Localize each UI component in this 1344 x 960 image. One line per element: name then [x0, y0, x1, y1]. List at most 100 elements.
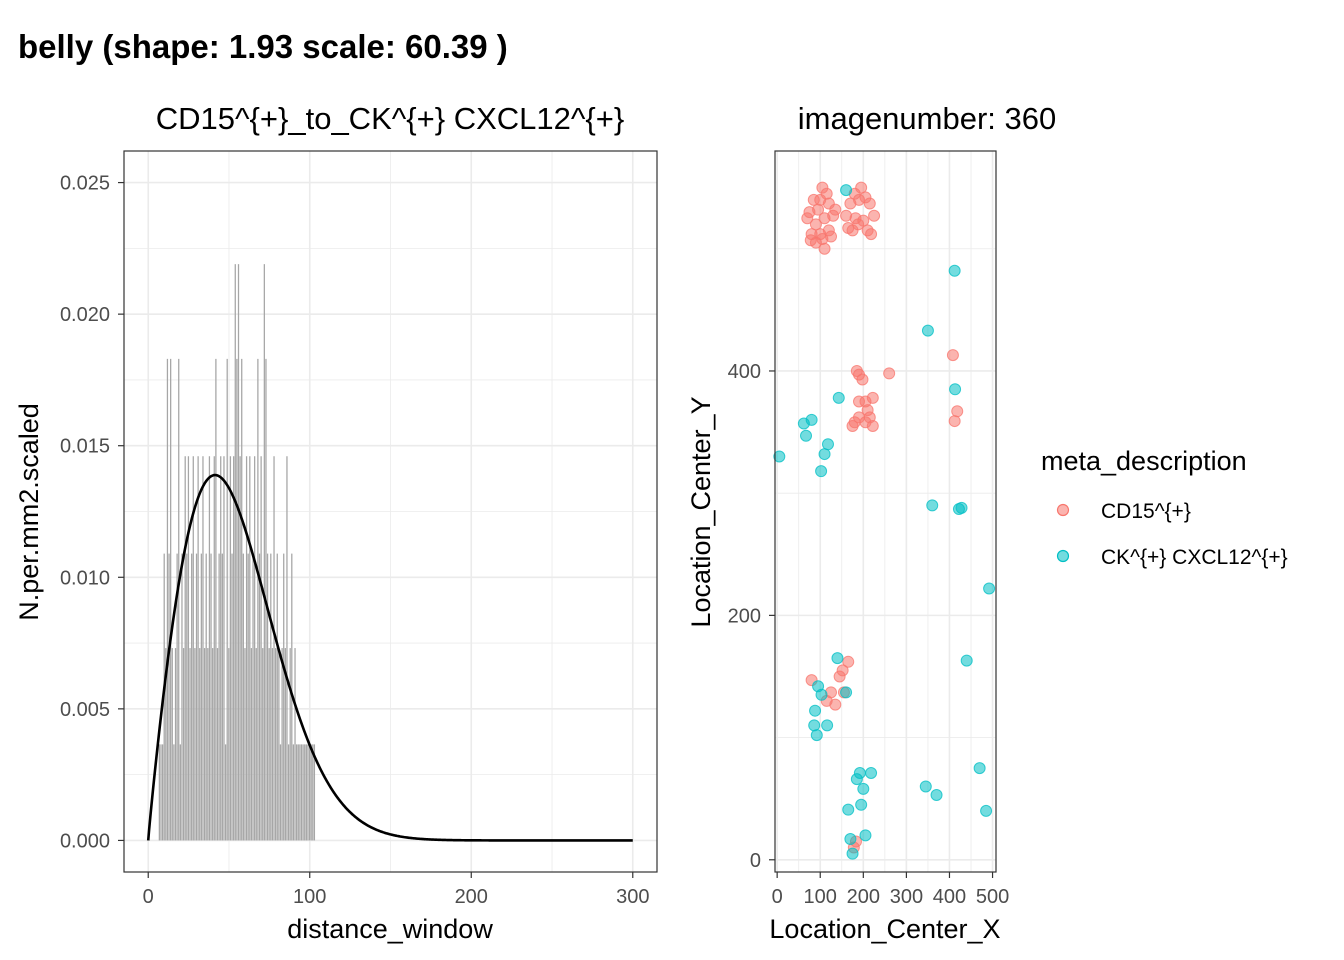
- y-tick-label: 0.025: [60, 173, 110, 195]
- cd15-point: [866, 391, 879, 404]
- histogram-bar: [239, 456, 241, 841]
- histogram-bar: [186, 553, 188, 841]
- ck-cxcl12-point: [980, 804, 993, 817]
- ck-cxcl12-point: [952, 503, 965, 516]
- histogram-bar: [276, 553, 278, 841]
- histogram-bar: [270, 553, 272, 841]
- y-tick-label: 0.020: [60, 304, 110, 326]
- ck-cxcl12-point: [815, 688, 828, 701]
- histogram-bar: [165, 648, 167, 841]
- histogram-title: CD15^{+}_to_CK^{+} CXCL12^{+}: [156, 101, 625, 136]
- histogram-y-axis-ticks: 0.000 0.005 0.010 0.015 0.020 0.025: [60, 173, 124, 852]
- y-tick-label: 0: [750, 850, 761, 872]
- histogram-bar: [266, 553, 269, 841]
- scatter-y-axis-label: Location_Center_Y: [686, 396, 716, 627]
- cd15-point: [852, 218, 865, 231]
- ck-cxcl12-point: [857, 782, 870, 795]
- histogram-bar: [224, 744, 227, 841]
- y-tick-label: 0.005: [60, 699, 110, 721]
- cd15-point: [804, 234, 817, 247]
- histogram-bar: [249, 456, 251, 841]
- histogram-bar: [207, 648, 209, 841]
- y-tick-label: 0.015: [60, 436, 110, 458]
- ck-cxcl12-point: [949, 383, 962, 396]
- histogram-bar: [234, 264, 236, 841]
- cd15-point: [866, 419, 879, 432]
- histogram-bar: [161, 744, 164, 841]
- histogram-bar: [202, 456, 204, 841]
- cd15-point: [951, 405, 964, 418]
- cd15-point: [818, 242, 831, 255]
- cd15-point: [856, 373, 869, 386]
- histogram-bar: [279, 744, 282, 841]
- cd15-point: [846, 419, 859, 432]
- ck-cxcl12-point: [800, 429, 813, 442]
- histogram-bar: [176, 553, 178, 841]
- histogram-bar: [215, 358, 217, 841]
- histogram-bar: [245, 456, 248, 841]
- cd15-point: [809, 218, 822, 231]
- cd15-point: [807, 193, 820, 206]
- histogram-bar: [187, 456, 190, 841]
- histogram-bar: [170, 358, 172, 841]
- cd15-point: [863, 197, 876, 210]
- histogram-bar: [210, 553, 212, 841]
- histogram-bar: [281, 648, 283, 841]
- ck-cxcl12-point: [859, 829, 872, 842]
- histogram-bar: [213, 456, 215, 841]
- histogram-bars: [158, 264, 316, 841]
- x-tick-label: 0: [772, 886, 783, 908]
- histogram-bar: [292, 744, 295, 841]
- histogram-bar: [275, 648, 277, 841]
- cd15-point: [829, 203, 842, 216]
- ck-cxcl12-point: [850, 773, 863, 786]
- ck-cxcl12-point: [815, 465, 828, 478]
- cd15-point: [844, 197, 857, 210]
- ck-cxcl12-point: [844, 833, 857, 846]
- scatter-panel: imagenumber: 360 0 100 200 300 400 500 0 200 40…: [686, 101, 1056, 944]
- histogram-bar: [254, 456, 256, 841]
- histogram-bar: [223, 456, 225, 841]
- histogram-bar: [220, 456, 222, 841]
- histogram-bar: [181, 553, 183, 841]
- ck-cxcl12-point: [818, 448, 831, 461]
- histogram-bar: [226, 358, 228, 841]
- y-tick-label: 0.000: [60, 830, 110, 852]
- histogram-bar: [262, 648, 264, 841]
- histogram-bar: [231, 553, 233, 841]
- x-tick-label: 200: [455, 886, 488, 908]
- histogram-bar: [166, 358, 169, 841]
- histogram-bar: [229, 456, 232, 841]
- cd15-point: [842, 655, 855, 668]
- ck-cxcl12-point: [840, 686, 853, 699]
- ck-cxcl12-point: [983, 582, 996, 595]
- histogram-x-axis-label: distance_window: [287, 914, 493, 944]
- cd15-point: [948, 415, 961, 428]
- histogram-bar: [184, 456, 186, 841]
- histogram-y-axis-label: N.per.mm2.scaled: [14, 403, 44, 621]
- figure-title: belly (shape: 1.93 scale: 60.39 ): [18, 28, 508, 65]
- histogram-bar: [313, 744, 316, 841]
- histogram-bar: [233, 456, 235, 841]
- histogram-bar: [268, 648, 270, 841]
- histogram-bar: [237, 264, 240, 841]
- cd15-point: [946, 349, 959, 362]
- histogram-bar: [310, 744, 312, 841]
- histogram-bar: [171, 648, 173, 841]
- histogram-bar: [294, 648, 296, 841]
- histogram-bar: [255, 648, 257, 841]
- histogram-bar: [287, 744, 290, 841]
- weibull-density-curve: [146, 473, 633, 842]
- scatter-points: [773, 181, 996, 860]
- cd15-point: [865, 228, 878, 241]
- histogram-bar: [168, 553, 170, 841]
- ck-cxcl12-point: [973, 762, 986, 775]
- x-tick-label: 0: [143, 886, 154, 908]
- histogram-bar: [199, 648, 201, 841]
- legend-title: meta_description: [1041, 446, 1247, 476]
- legend: meta_description CD15^{+} CK^{+} CXCL12^…: [1041, 446, 1288, 569]
- legend-key-ck: [1056, 549, 1070, 563]
- histogram-bar: [216, 648, 219, 841]
- legend-label-cd15: CD15^{+}: [1101, 500, 1191, 523]
- ck-cxcl12-point: [773, 450, 786, 463]
